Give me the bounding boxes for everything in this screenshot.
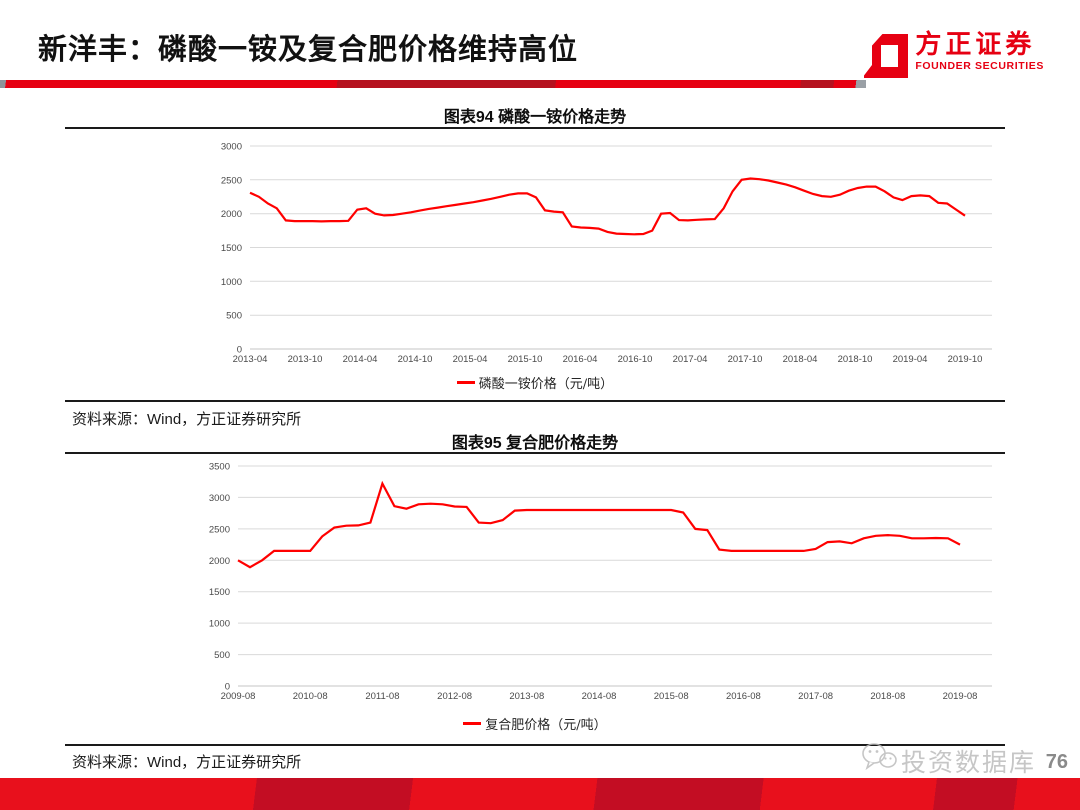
svg-text:2009-08: 2009-08 <box>221 691 256 702</box>
svg-text:2017-08: 2017-08 <box>798 691 833 702</box>
chart2-plot: 0 500 1000 1500 2000 2500 3000 3500 2009-08 2010-… <box>209 462 992 702</box>
svg-text:2018-08: 2018-08 <box>870 691 905 702</box>
svg-text:1500: 1500 <box>221 243 242 254</box>
page-number: 76 <box>1045 751 1068 773</box>
svg-text:2013-10: 2013-10 <box>288 354 323 365</box>
chart2-title: 图表95 复合肥价格走势 <box>451 435 619 452</box>
header-accent-bar <box>0 80 866 88</box>
svg-text:0: 0 <box>237 345 242 356</box>
founder-logo-icon <box>863 28 909 86</box>
svg-text:500: 500 <box>214 650 230 661</box>
svg-text:2017-10: 2017-10 <box>728 354 763 365</box>
svg-text:2500: 2500 <box>221 175 242 186</box>
svg-text:1000: 1000 <box>221 277 242 288</box>
svg-text:2017-04: 2017-04 <box>673 354 708 365</box>
chart1-source: 资料来源：Wind，方正证券研究所 <box>72 411 302 428</box>
svg-text:2013-04: 2013-04 <box>233 354 268 365</box>
chart1-legend-label: 磷酸一铵价格（元/吨） <box>478 377 614 392</box>
logo-name-cn: 方正证券 <box>915 29 1036 59</box>
svg-text:2000: 2000 <box>209 556 230 567</box>
svg-text:2015-10: 2015-10 <box>508 354 543 365</box>
chart2-top-rule <box>65 452 1005 454</box>
chart2-source: 资料来源：Wind，方正证券研究所 <box>72 754 302 771</box>
wechat-icon <box>861 742 897 779</box>
svg-text:2016-08: 2016-08 <box>726 691 761 702</box>
svg-text:2013-08: 2013-08 <box>509 691 544 702</box>
svg-text:2016-04: 2016-04 <box>563 354 598 365</box>
svg-text:2500: 2500 <box>209 524 230 535</box>
chart1-top-rule <box>65 127 1005 129</box>
svg-text:2018-10: 2018-10 <box>838 354 873 365</box>
watermark-text: 投资数据库 <box>900 748 1036 777</box>
svg-text:2012-08: 2012-08 <box>437 691 472 702</box>
svg-text:2011-08: 2011-08 <box>365 691 399 702</box>
chart1-title: 图表94 磷酸一铵价格走势 <box>443 109 627 126</box>
svg-text:2014-08: 2014-08 <box>582 691 617 702</box>
svg-text:2015-08: 2015-08 <box>654 691 689 702</box>
svg-text:2014-04: 2014-04 <box>343 354 378 365</box>
founder-securities-logo: 方正证券 FOUNDER SECURITIES <box>863 28 1044 86</box>
page-title: 新洋丰：磷酸一铵及复合肥价格维持高位 <box>38 34 579 66</box>
svg-text:1500: 1500 <box>209 587 230 598</box>
svg-text:1000: 1000 <box>209 619 230 630</box>
svg-text:2010-08: 2010-08 <box>293 691 328 702</box>
logo-name-en: FOUNDER SECURITIES <box>915 60 1044 72</box>
svg-text:2016-10: 2016-10 <box>618 354 653 365</box>
svg-text:0: 0 <box>225 682 230 693</box>
chart1-bottom-rule <box>65 400 1005 402</box>
chart1-legend-marker <box>456 381 475 384</box>
chart2-legend-marker <box>463 722 482 725</box>
svg-text:2019-04: 2019-04 <box>893 354 928 365</box>
svg-text:3000: 3000 <box>209 493 230 504</box>
svg-text:3500: 3500 <box>209 462 230 473</box>
svg-text:3000: 3000 <box>221 142 242 153</box>
svg-text:2000: 2000 <box>221 209 242 220</box>
chart2-bottom-rule <box>65 744 1005 746</box>
chart2-legend: 复合肥价格（元/吨） <box>60 714 1010 733</box>
watermark: 投资数据库 <box>861 742 1036 779</box>
footer-accent-band <box>0 778 1080 810</box>
chart1-legend: 磷酸一铵价格（元/吨） <box>60 373 1010 392</box>
chart2-legend-label: 复合肥价格（元/吨） <box>485 718 607 733</box>
svg-text:2018-04: 2018-04 <box>783 354 818 365</box>
svg-text:2015-04: 2015-04 <box>453 354 488 365</box>
svg-text:500: 500 <box>226 311 242 322</box>
chart1-plot: 0 500 1000 1500 2000 2500 3000 2013-04 2013-10 20… <box>221 142 992 365</box>
svg-text:2019-08: 2019-08 <box>943 691 978 702</box>
svg-text:2014-10: 2014-10 <box>398 354 433 365</box>
svg-text:2019-10: 2019-10 <box>948 354 983 365</box>
